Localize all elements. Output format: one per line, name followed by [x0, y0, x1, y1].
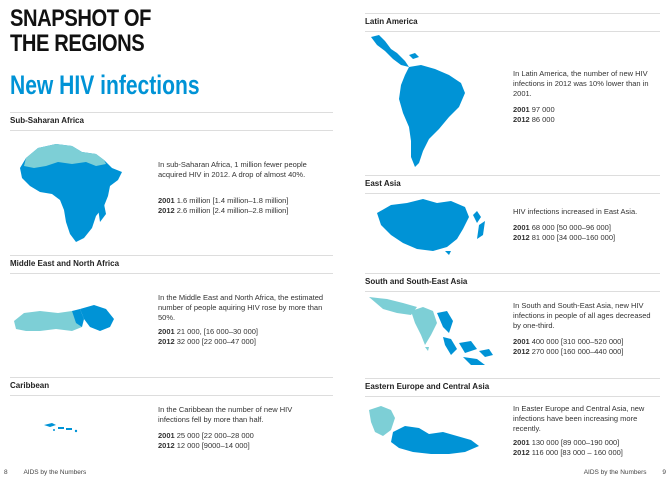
- section-stats: 2001 21 000, [16 000–30 000] 2012 32 000 […: [158, 327, 333, 347]
- mena-map-icon: [14, 305, 114, 331]
- stat-2001: 2001 68 000 [50 000–96 000]: [513, 223, 611, 232]
- footer-text: AIDS by the Numbers: [23, 469, 87, 476]
- section-latin-america: Latin America In Latin America, the numb…: [365, 13, 660, 171]
- section-middle-east-north-africa: Middle East and North Africa In the Midd…: [10, 255, 333, 375]
- stat-2001: 2001 400 000 [310 000–520 000]: [513, 337, 624, 346]
- section-title: Middle East and North Africa: [10, 255, 333, 274]
- section-description: In sub-Saharan Africa, 1 million fewer p…: [158, 160, 307, 179]
- section-stats: 2001 130 000 [89 000–190 000] 2012 116 000…: [513, 438, 658, 458]
- stat-2001: 2001 21 000, [16 000–30 000]: [158, 327, 259, 336]
- section-sub-saharan-africa: Sub-Saharan Africa In sub-Saharan Africa…: [10, 112, 333, 252]
- left-page: SNAPSHOT OF THE REGIONS New HIV infectio…: [4, 6, 333, 476]
- stat-2012: 2012 81 000 [34 000–160 000]: [513, 233, 616, 242]
- section-description: In the Middle East and North Africa, the…: [158, 293, 324, 322]
- right-page: Latin America In Latin America, the numb…: [335, 0, 670, 484]
- section-eastern-europe-central-asia: Eastern Europe and Central Asia In Easte…: [365, 378, 660, 460]
- east-asia-map-icon: [377, 199, 485, 255]
- stat-2012: 2012 32 000 [22 000–47 000]: [158, 337, 256, 346]
- footer-text: AIDS by the Numbers: [583, 469, 647, 476]
- section-title: Sub-Saharan Africa: [10, 112, 333, 131]
- section-description: In South and South-East Asia, new HIV in…: [513, 301, 651, 330]
- section-stats: 2001 97 000 2012 86 000: [513, 105, 653, 125]
- section-south-south-east-asia: South and South-East Asia In South and S…: [365, 273, 660, 375]
- section-title: East Asia: [365, 175, 660, 194]
- section-stats: 2001 68 000 [50 000–96 000] 2012 81 000 [3…: [513, 223, 658, 243]
- section-description: In Latin America, the number of new HIV …: [513, 69, 649, 98]
- section-description: In the Caribbean the number of new HIV i…: [158, 405, 293, 424]
- stat-2012: 2012 270 000 [160 000–440 000]: [513, 347, 624, 356]
- stat-2001: 2001 1.6 million [1.4 million–1.8 million…: [158, 196, 289, 205]
- section-east-asia: East Asia HIV infections increased in Ea…: [365, 175, 660, 273]
- stat-2012: 2012 116 000 [83 000 – 160 000]: [513, 448, 623, 457]
- latin-america-map-icon: [371, 35, 465, 167]
- footer-right: AIDS by the Numbers 9: [584, 469, 666, 476]
- section-stats: 2001 25 000 [22 000–28 000 2012 12 000 [90…: [158, 431, 333, 451]
- south-east-asia-map-icon: [369, 297, 493, 365]
- stat-2012: 2012 2.6 million [2.4 million–2.8 million…: [158, 206, 289, 215]
- page-number: 8: [4, 469, 8, 476]
- section-description: In Easter Europe and Central Asia, new i…: [513, 404, 645, 433]
- caribbean-map-icon: [44, 423, 78, 433]
- page-number: 9: [662, 469, 666, 476]
- page-title: SNAPSHOT OF THE REGIONS: [10, 6, 151, 56]
- section-stats: 2001 1.6 million [1.4 million–1.8 million…: [158, 196, 333, 216]
- section-title: Caribbean: [10, 377, 333, 396]
- section-stats: 2001 400 000 [310 000–520 000] 2012 270 00…: [513, 337, 658, 357]
- section-description: HIV infections increased in East Asia.: [513, 207, 638, 216]
- stat-2012: 2012 86 000: [513, 115, 555, 124]
- section-caribbean: Caribbean In the Caribbean the number of…: [10, 377, 333, 457]
- stat-2001: 2001 130 000 [89 000–190 000]: [513, 438, 620, 447]
- section-title: Eastern Europe and Central Asia: [365, 378, 660, 397]
- page-subtitle: New HIV infections: [10, 70, 200, 100]
- eastern-europe-map-icon: [369, 406, 479, 454]
- stat-2012: 2012 12 000 [9000–14 000]: [158, 441, 250, 450]
- stat-2001: 2001 25 000 [22 000–28 000: [158, 431, 254, 440]
- title-line-2: THE REGIONS: [10, 30, 145, 57]
- footer-left: 8 AIDS by the Numbers: [4, 469, 86, 476]
- section-title: South and South-East Asia: [365, 273, 660, 292]
- africa-map-icon: [20, 144, 122, 242]
- stat-2001: 2001 97 000: [513, 105, 555, 114]
- section-title: Latin America: [365, 13, 660, 32]
- title-line-1: SNAPSHOT OF: [10, 5, 151, 32]
